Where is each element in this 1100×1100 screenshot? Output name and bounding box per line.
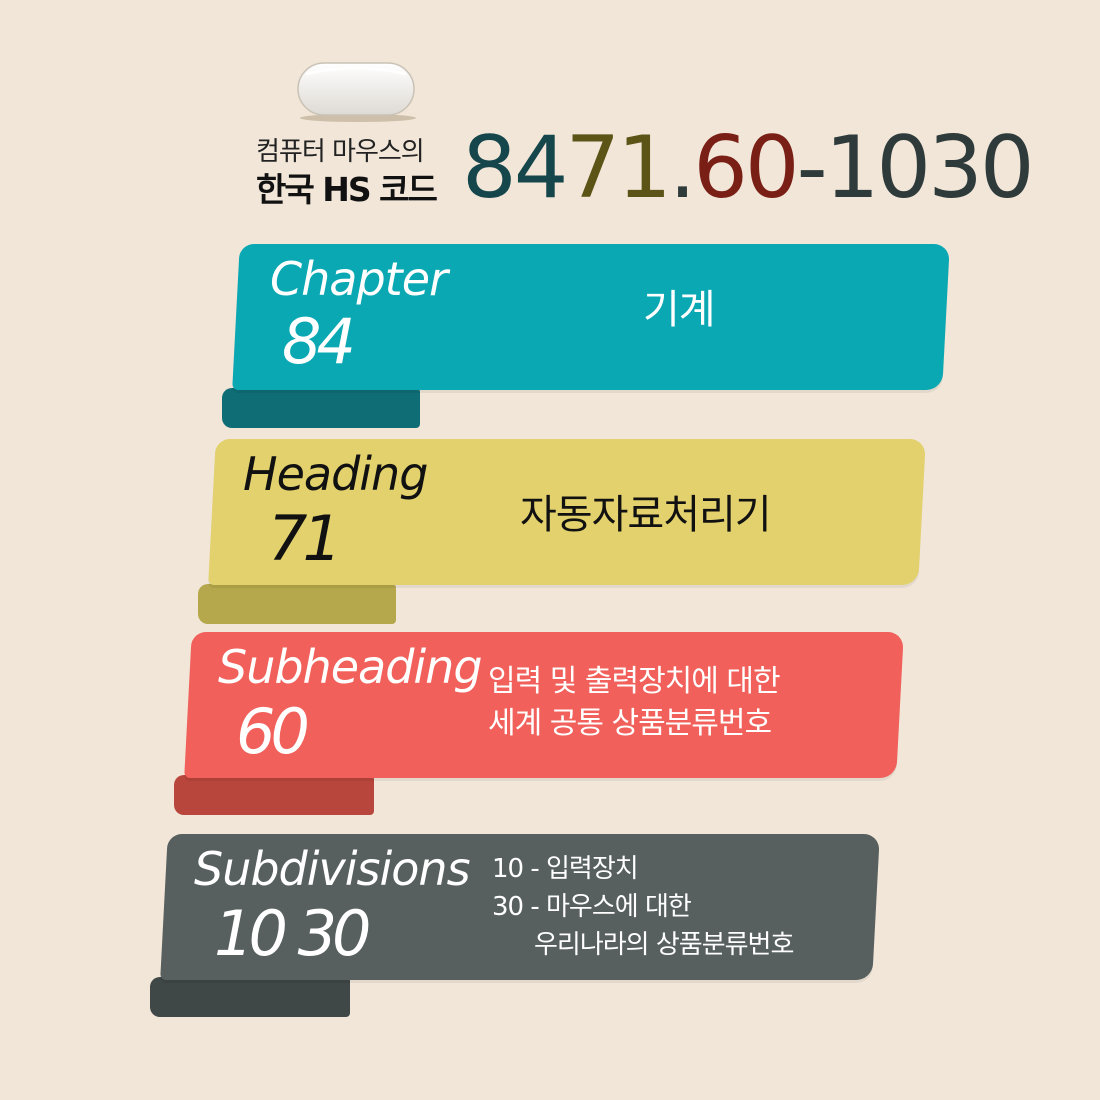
description-line: 입력 및 출력장치에 대한: [488, 664, 781, 699]
description-line: 30 - 마우스에 대한: [492, 892, 692, 922]
level-label: Heading: [243, 447, 428, 501]
hs-code-part: 71: [565, 118, 671, 218]
level-number: 84: [282, 305, 356, 378]
ribbon-tail: [222, 388, 420, 428]
ribbon-tail: [150, 977, 350, 1017]
description-line: 우리나라의 상품분류번호: [534, 930, 794, 960]
level-description: 입력 및 출력장치에 대한 세계 공통 상품분류번호: [488, 661, 781, 745]
description-line: 자동자료처리기: [520, 492, 772, 538]
hs-code-part: .: [668, 118, 696, 218]
level-label: Chapter: [270, 252, 448, 306]
hs-code-part: -1030: [796, 118, 1035, 218]
hs-code-number: 8471.60-1030: [462, 118, 1035, 218]
header-caption-line1: 컴퓨터 마우스의: [256, 137, 425, 167]
level-number: 10 30: [214, 897, 371, 970]
level-description: 기계: [643, 285, 716, 335]
level-description: 10 - 입력장치 30 - 마우스에 대한 우리나라의 상품분류번호: [492, 850, 794, 964]
description-line: 기계: [643, 287, 716, 333]
level-label: Subdivisions: [194, 842, 471, 896]
hs-code-part: 60: [693, 118, 799, 218]
level-description: 자동자료처리기: [520, 490, 772, 540]
level-label: Subheading: [218, 640, 483, 694]
level-number: 71: [268, 502, 342, 575]
description-line: 세계 공통 상품분류번호: [488, 706, 772, 741]
description-line: 10 - 입력장치: [492, 854, 639, 884]
ribbon-tail: [174, 775, 374, 815]
computer-mouse-icon: [297, 62, 416, 122]
level-number: 60: [236, 695, 310, 768]
hs-code-part: 84: [462, 118, 568, 218]
header-caption-line2: 한국 HS 코드: [256, 170, 438, 209]
ribbon-tail: [198, 584, 396, 624]
